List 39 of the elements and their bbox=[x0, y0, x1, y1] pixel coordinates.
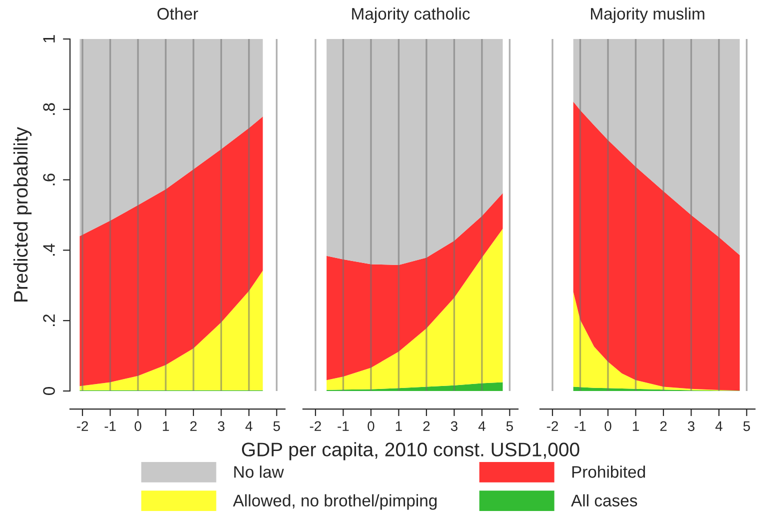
x-tick-label: 1 bbox=[162, 421, 169, 431]
legend-label: Prohibited bbox=[572, 466, 645, 478]
y-tick-label: 1 bbox=[43, 35, 55, 42]
x-tick-label: 4 bbox=[478, 421, 486, 431]
x-tick-label: 4 bbox=[715, 421, 722, 431]
x-tick-label: 4 bbox=[245, 421, 252, 431]
chart-title: Other bbox=[157, 7, 198, 20]
y-tick-label: .6 bbox=[43, 174, 55, 186]
x-tick-label: 2 bbox=[660, 421, 667, 431]
legend-label: No law bbox=[234, 466, 284, 478]
x-tick-label: -2 bbox=[546, 421, 558, 431]
x-tick-label: 3 bbox=[688, 421, 694, 432]
x-tick-label: -2 bbox=[76, 421, 88, 431]
y-axis-title: Predicted probability bbox=[13, 126, 32, 302]
x-tick-label: 5 bbox=[273, 421, 280, 432]
x-tick-label: 2 bbox=[190, 421, 197, 431]
legend-label: Allowed, no brothel/pimping bbox=[232, 494, 437, 510]
x-tick-label: 0 bbox=[134, 421, 142, 432]
y-tick-label: 0 bbox=[43, 387, 55, 395]
y-tick-label: .4 bbox=[43, 244, 55, 256]
y-tick-label: .2 bbox=[43, 314, 55, 326]
x-tick-label: 2 bbox=[423, 421, 430, 431]
x-tick-label: 1 bbox=[396, 421, 402, 431]
x-tick-label: 5 bbox=[743, 421, 750, 432]
x-tick-label: 5 bbox=[506, 421, 513, 432]
x-tick-label: -1 bbox=[574, 421, 586, 431]
x-tick-label: 1 bbox=[632, 421, 639, 431]
x-tick-label: 0 bbox=[604, 421, 612, 432]
x-tick-label: 0 bbox=[368, 421, 374, 432]
x-tick-label: -2 bbox=[310, 421, 321, 431]
x-tick-label: -1 bbox=[104, 421, 116, 431]
y-tick-label: .8 bbox=[43, 103, 55, 115]
x-axis-title: GDP per capita, 2010 const. USD1,000 bbox=[242, 442, 580, 460]
x-tick-label: 3 bbox=[218, 421, 224, 432]
chart-title: Majority catholic bbox=[352, 7, 470, 24]
legend-label: All cases bbox=[571, 494, 638, 506]
x-tick-label: 3 bbox=[450, 421, 458, 432]
chart-title: Majority muslim bbox=[590, 7, 704, 24]
x-tick-label: -1 bbox=[338, 421, 349, 431]
